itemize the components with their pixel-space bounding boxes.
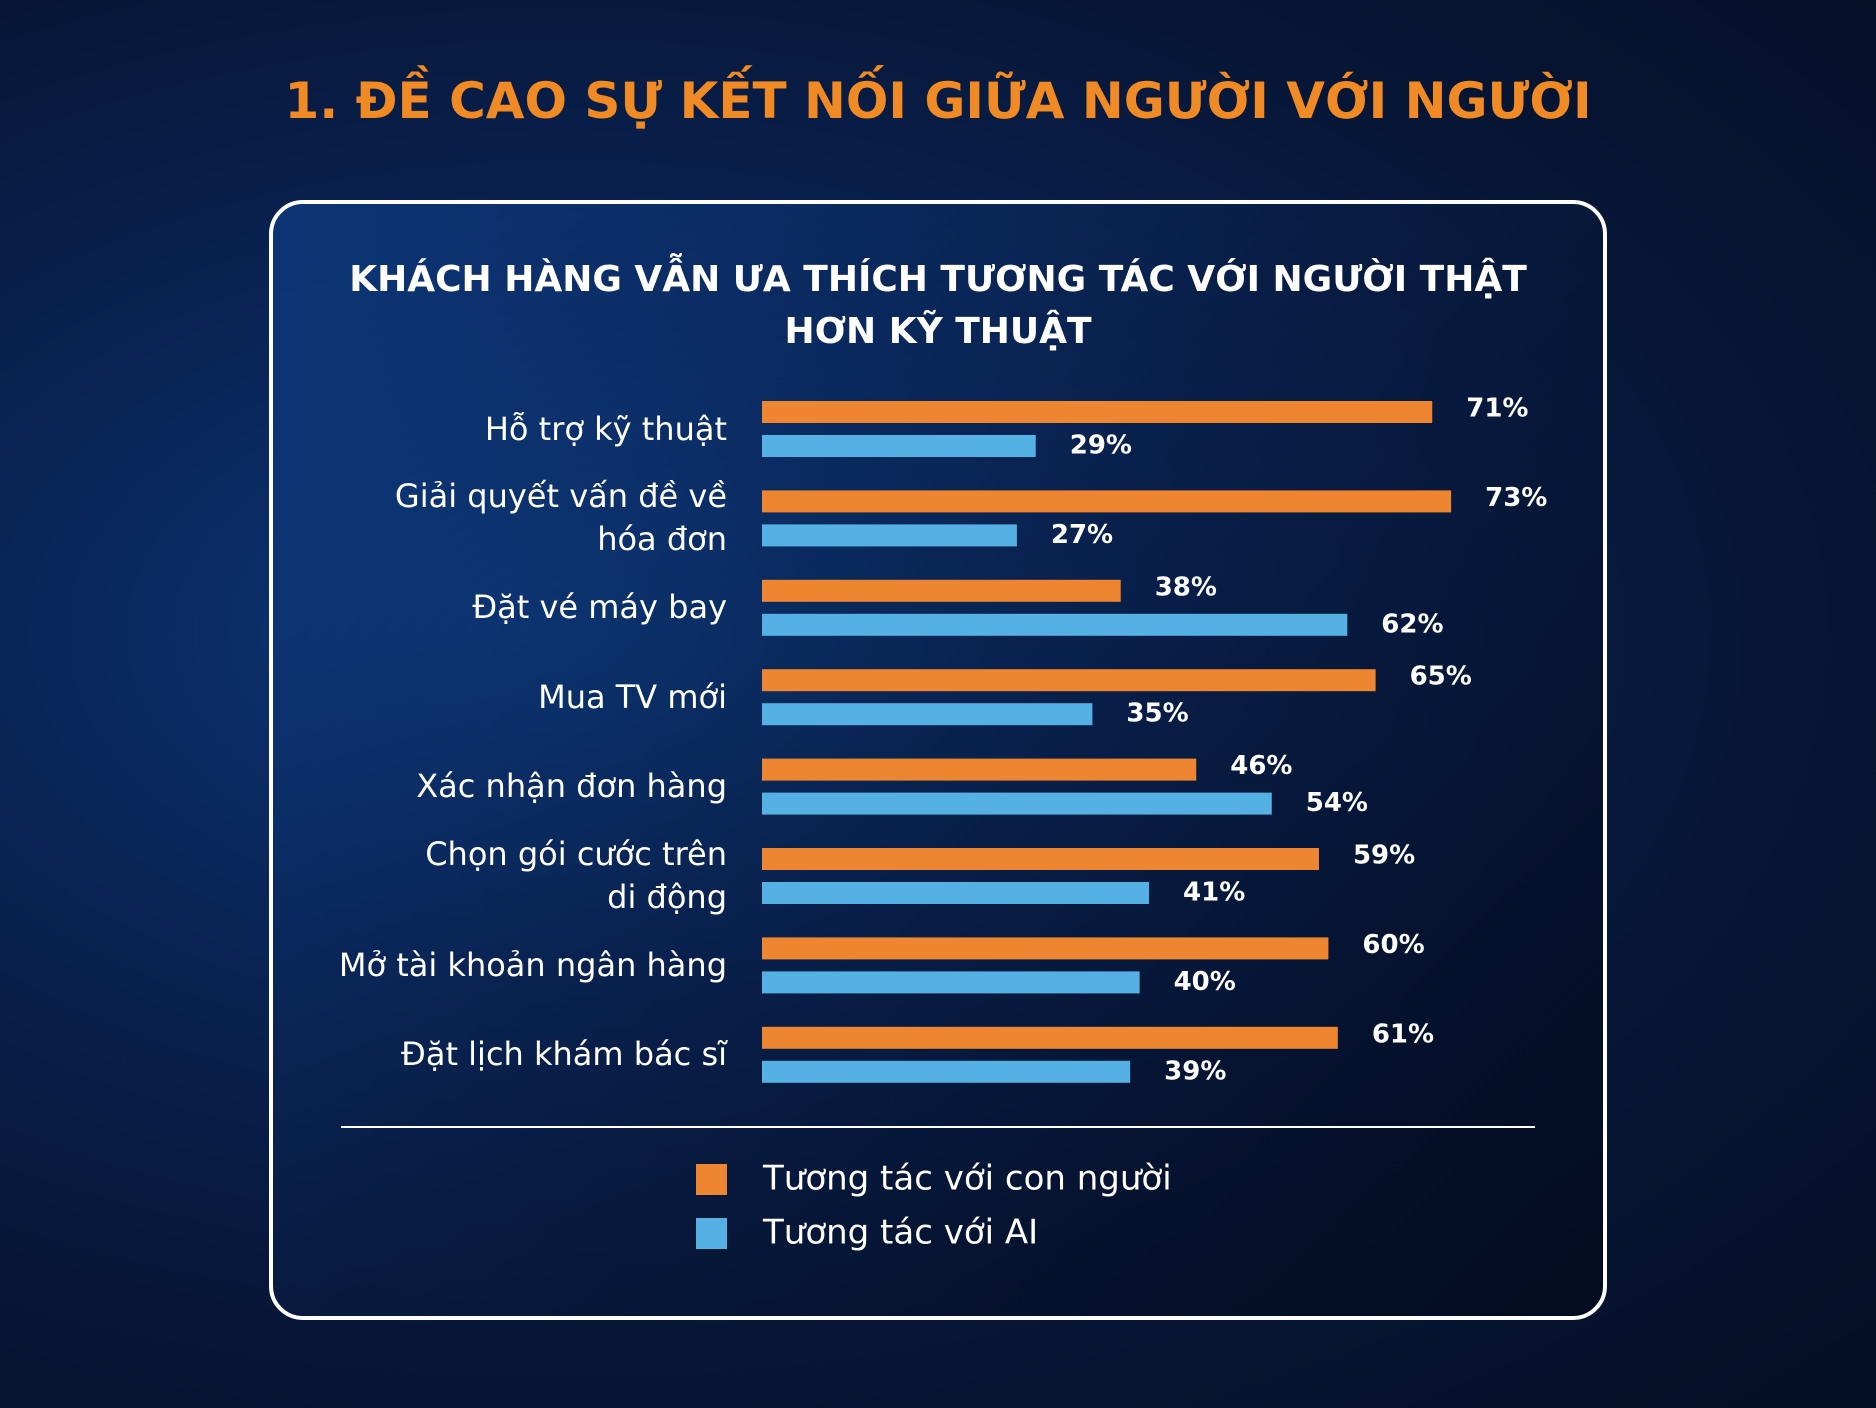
category-label: Mua TV mới [538, 677, 727, 716]
value-label: 35% [1126, 699, 1188, 729]
bar [762, 579, 1121, 602]
value-label: 46% [1230, 751, 1292, 781]
legend-label: Tương tác với con người [762, 1159, 1172, 1199]
category-label: Xác nhận đơn hàng [416, 767, 727, 806]
category-label: Đặt lịch khám bác sĩ [401, 1035, 727, 1074]
value-label: 40% [1174, 967, 1236, 997]
bar [762, 669, 1376, 692]
value-label: 73% [1485, 483, 1547, 513]
value-label: 29% [1070, 431, 1132, 461]
value-label: 27% [1051, 520, 1113, 550]
value-label: 54% [1306, 788, 1368, 818]
value-label: 60% [1362, 930, 1424, 960]
bar [762, 971, 1140, 994]
bar [762, 937, 1329, 960]
bar [762, 792, 1272, 815]
bar [762, 1060, 1131, 1083]
category-label: Đặt vé máy bay [472, 588, 727, 627]
value-label: 38% [1155, 572, 1217, 602]
legend-swatch [696, 1218, 727, 1249]
bar [762, 1026, 1338, 1049]
value-label: 65% [1410, 662, 1472, 692]
bar [762, 524, 1017, 547]
value-label: 62% [1381, 609, 1443, 639]
category-label: Giải quyết vấn đề về hóa đơn [394, 477, 727, 559]
bar [762, 435, 1036, 457]
bar [762, 490, 1452, 513]
bar [762, 401, 1433, 423]
value-label: 39% [1164, 1056, 1226, 1086]
bar [762, 613, 1348, 636]
value-label: 61% [1372, 1019, 1434, 1049]
category-label: Chọn gói cước trên di động [425, 835, 727, 916]
bar [762, 848, 1319, 870]
chart-title: KHÁCH HÀNG VẪN ƯA THÍCH TƯƠNG TÁC VỚI NG… [349, 259, 1527, 352]
bar [762, 882, 1150, 904]
category-label: Hỗ trợ kỹ thuật [484, 409, 727, 448]
bar [762, 703, 1093, 726]
category-label: Mở tài khoản ngân hàng [338, 945, 727, 984]
legend-swatch [696, 1164, 727, 1195]
value-label: 41% [1183, 878, 1245, 908]
value-label: 71% [1466, 394, 1528, 424]
legend-label: Tương tác với AI [762, 1213, 1038, 1253]
page-title: 1. ĐỀ CAO SỰ KẾT NỐI GIỮA NGƯỜI VỚI NGƯỜ… [284, 72, 1592, 130]
bar [762, 758, 1197, 781]
value-label: 59% [1353, 841, 1415, 871]
